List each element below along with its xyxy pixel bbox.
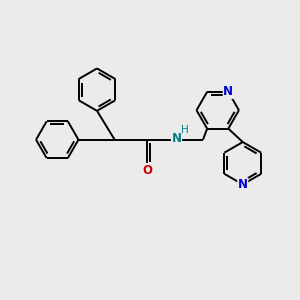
Text: N: N	[172, 132, 182, 145]
Text: H: H	[181, 125, 189, 135]
Text: N: N	[238, 178, 248, 191]
Text: N: N	[223, 85, 233, 98]
Text: O: O	[142, 164, 152, 176]
